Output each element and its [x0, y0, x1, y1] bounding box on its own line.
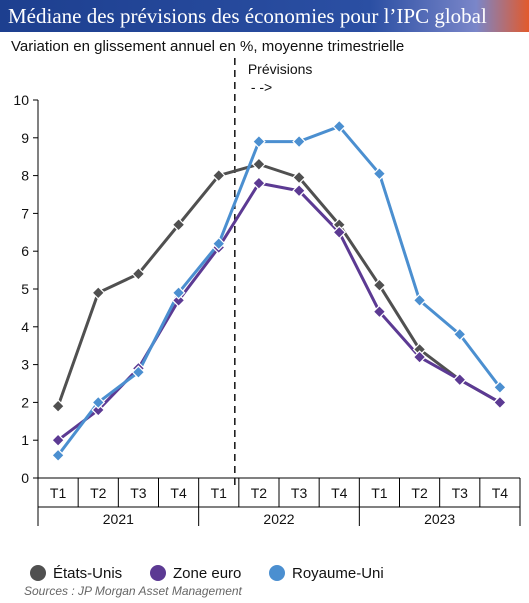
data-point [91, 403, 106, 417]
y-tick-label: 4 [21, 319, 29, 335]
x-tick-label: T3 [452, 485, 469, 501]
data-point [292, 134, 306, 149]
title-bar: Médiane des prévisions des économies pou… [0, 0, 529, 32]
data-point [171, 285, 186, 300]
series-line [56, 124, 502, 457]
data-point [252, 134, 266, 149]
data-point [51, 448, 65, 463]
series-line [56, 162, 501, 407]
data-point [211, 236, 226, 251]
data-point [171, 217, 186, 232]
data-point [51, 433, 65, 448]
data-point [412, 350, 427, 364]
data-point [91, 285, 106, 300]
legend-swatch [269, 565, 285, 581]
y-tick-label: 8 [21, 168, 29, 184]
legend-label: Zone euro [173, 565, 241, 582]
y-tick-label: 1 [21, 432, 29, 448]
data-point [292, 183, 306, 198]
data-point [252, 157, 266, 172]
y-tick-label: 2 [21, 394, 29, 410]
x-tick-label: T1 [371, 485, 388, 501]
x-group-label: 2023 [424, 511, 455, 527]
x-tick-label: T1 [50, 485, 67, 501]
data-point [493, 380, 507, 395]
data-point [372, 304, 387, 319]
legend-label: Royaume-Uni [292, 565, 384, 582]
forecast-arrow: - -> [251, 79, 272, 95]
data-point [493, 395, 507, 410]
data-point [412, 293, 427, 308]
data-point [211, 168, 226, 183]
data-point [51, 399, 65, 414]
data-point [171, 293, 186, 308]
x-tick-label: T4 [170, 485, 187, 501]
forecast-label: Prévisions [248, 61, 313, 77]
data-point [452, 372, 467, 387]
data-point [452, 327, 467, 342]
x-tick-label: T4 [331, 485, 348, 501]
y-tick-label: 9 [21, 130, 29, 146]
x-group-label: 2022 [263, 511, 294, 527]
data-point [332, 225, 347, 240]
data-point [252, 176, 266, 191]
legend-swatch [30, 565, 46, 581]
legend-swatch [150, 565, 166, 581]
data-point [131, 267, 146, 281]
data-point [131, 365, 146, 380]
legend-label: États-Unis [53, 565, 122, 582]
x-group-label: 2021 [103, 511, 134, 527]
y-tick-label: 6 [21, 243, 29, 259]
chart-subtitle: Variation en glissement annuel en %, moy… [11, 38, 405, 55]
data-point [372, 166, 387, 181]
y-tick-label: 7 [21, 205, 29, 221]
y-tick-label: 5 [21, 281, 29, 297]
x-tick-label: T2 [411, 485, 428, 501]
data-point [372, 278, 387, 293]
y-tick-label: 0 [21, 470, 29, 486]
data-point [292, 170, 306, 185]
data-point [332, 119, 347, 134]
x-tick-label: T4 [492, 485, 509, 501]
y-tick-label: 3 [21, 357, 29, 373]
data-point [91, 395, 106, 410]
x-tick-label: T3 [291, 485, 308, 501]
x-tick-label: T1 [211, 485, 228, 501]
source-note: Sources : JP Morgan Asset Management [24, 584, 242, 598]
series-line [57, 181, 501, 442]
x-tick-label: T3 [130, 485, 147, 501]
x-tick-label: T2 [90, 485, 107, 501]
x-tick-label: T2 [251, 485, 268, 501]
chart-title: Médiane des prévisions des économies pou… [8, 4, 487, 28]
y-tick-label: 10 [13, 92, 29, 108]
